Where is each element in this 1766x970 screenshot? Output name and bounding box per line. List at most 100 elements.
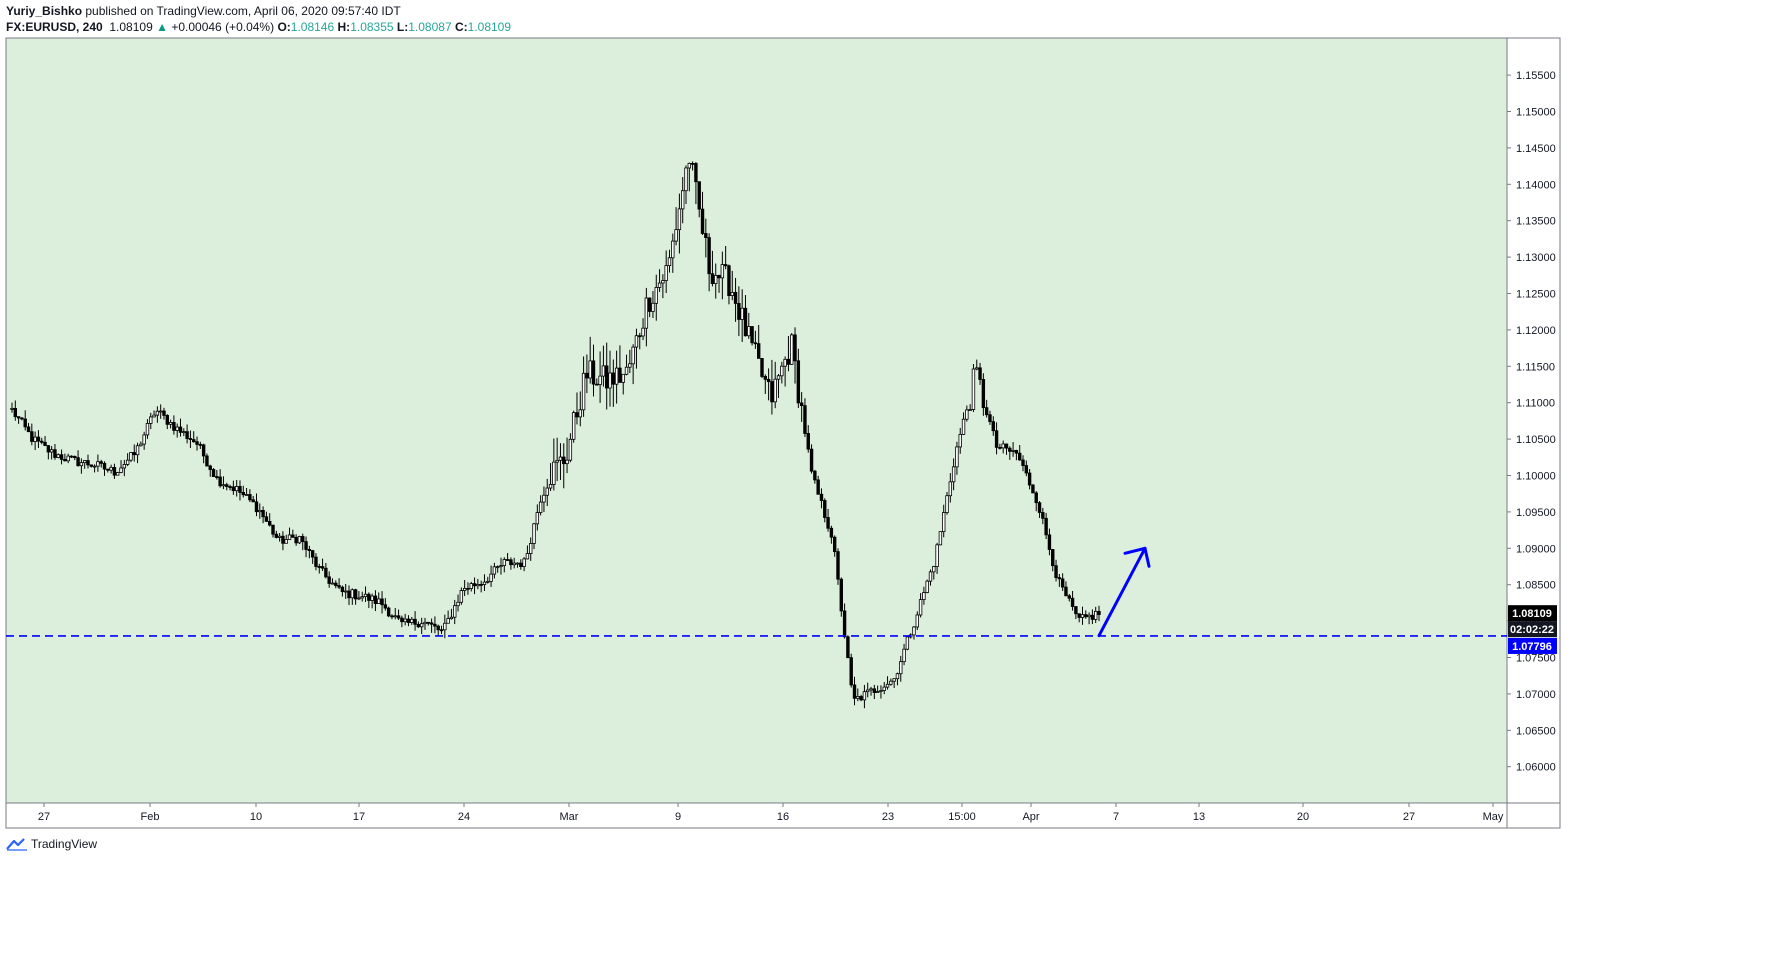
- trend-arrow-shaft: [1097, 546, 1147, 638]
- time-tick-label: 16: [777, 811, 789, 823]
- candle-body: [905, 636, 910, 650]
- candle-body: [274, 533, 279, 538]
- candle-body: [895, 673, 900, 680]
- candle-body: [16, 416, 21, 419]
- close-label: C:: [454, 20, 468, 34]
- candle-body: [687, 162, 692, 169]
- brand-name: TradingView: [31, 837, 98, 851]
- price-tick-label: 1.11000: [1516, 398, 1555, 410]
- candle-body: [912, 626, 916, 636]
- candle-body: [310, 550, 315, 558]
- candle-body: [879, 690, 883, 692]
- candle-body: [125, 459, 130, 465]
- candle-body: [700, 208, 705, 234]
- candle-body: [69, 455, 74, 458]
- candle-body: [1087, 614, 1091, 618]
- candle-body: [892, 678, 896, 682]
- candle-body: [106, 468, 110, 471]
- candle-body: [899, 661, 903, 675]
- candle-body: [20, 417, 24, 420]
- time-tick-label: 27: [1403, 811, 1415, 823]
- candle-body: [261, 509, 265, 518]
- candle-body: [562, 456, 566, 465]
- candle-body: [462, 588, 467, 591]
- candle-body: [469, 583, 473, 589]
- candle-body: [86, 460, 90, 466]
- candle-body: [674, 229, 678, 242]
- candle-body: [198, 443, 203, 446]
- author-name[interactable]: Yuriy_Bishko: [6, 4, 83, 18]
- candle-body: [363, 593, 368, 598]
- candle-body: [211, 469, 216, 477]
- candle-body: [945, 495, 949, 513]
- candle-body: [334, 582, 338, 586]
- brand[interactable]: TradingView: [6, 836, 97, 852]
- candle-body: [591, 360, 596, 385]
- candle-body: [251, 499, 255, 503]
- candle-body: [406, 618, 411, 624]
- candle-body: [1070, 597, 1075, 607]
- candle-body: [889, 680, 893, 685]
- candle-body: [59, 454, 64, 460]
- candle-body: [192, 439, 196, 443]
- candle-body: [727, 265, 731, 296]
- candle-body: [773, 378, 777, 403]
- candle-body: [922, 592, 926, 601]
- chart-frame: [5, 37, 1561, 829]
- price-tick-label: 1.10500: [1516, 434, 1556, 446]
- candle-body: [155, 410, 160, 416]
- candle-body: [1051, 549, 1055, 567]
- candle-body: [92, 465, 97, 468]
- candle-body: [605, 365, 609, 389]
- candle-body: [849, 657, 853, 686]
- candle-body: [472, 583, 477, 587]
- symbol-name[interactable]: FX:EURUSD, 240: [6, 20, 103, 34]
- candle-body: [168, 422, 173, 425]
- candle-body: [842, 610, 847, 638]
- candle-body: [740, 307, 744, 320]
- candle-body: [770, 381, 774, 403]
- candle-body: [287, 534, 292, 540]
- candle-body: [578, 409, 582, 418]
- candle-body: [1093, 610, 1098, 620]
- price-tick-label: 1.11500: [1516, 361, 1555, 373]
- time-tick-label: 9: [675, 811, 681, 823]
- annotations-layer: 1.08109 02:02:22 1.07796: [6, 546, 1557, 654]
- candle-body: [1080, 614, 1085, 618]
- candle-body: [82, 460, 87, 464]
- time-axis[interactable]: 27 Feb 10 17 24 Mar 9 16 23 15:00 Apr 7 13 20 27 May: [38, 803, 1504, 823]
- candle-body: [505, 559, 510, 561]
- candle-body: [149, 416, 153, 424]
- candle-body: [1097, 610, 1101, 615]
- candle-body: [96, 461, 100, 467]
- candle-body: [661, 280, 665, 284]
- candle-body: [238, 486, 242, 493]
- candle-body: [76, 457, 80, 467]
- candle-body: [99, 461, 103, 464]
- candle-body: [1054, 565, 1058, 578]
- candle-body: [733, 291, 738, 304]
- candle-body: [73, 456, 77, 459]
- price-axis[interactable]: 1.15500 1.15000 1.14500 1.14000 1.13500 1.130…: [1507, 70, 1556, 774]
- candle-body: [66, 455, 70, 462]
- time-tick-label: 17: [353, 811, 365, 823]
- candle-body: [780, 365, 784, 377]
- candle-body: [502, 559, 506, 566]
- candle-body: [866, 689, 870, 693]
- candle-body: [704, 233, 708, 238]
- price-tick-label: 1.07500: [1516, 653, 1556, 665]
- candle-body: [284, 539, 288, 544]
- candle-body: [856, 696, 860, 699]
- candle-body: [1084, 614, 1088, 618]
- candle-body: [241, 491, 245, 496]
- low-value: 1.08087: [408, 20, 452, 34]
- candle-body: [1011, 449, 1015, 452]
- plot-area[interactable]: [6, 38, 1507, 803]
- candle-body: [1014, 449, 1019, 454]
- candle-body: [839, 578, 843, 612]
- candle-body: [33, 436, 37, 442]
- candle-body: [221, 484, 226, 487]
- candle-body: [793, 334, 797, 362]
- candle-body: [419, 623, 424, 628]
